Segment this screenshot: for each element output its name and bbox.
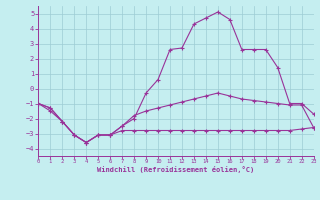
X-axis label: Windchill (Refroidissement éolien,°C): Windchill (Refroidissement éolien,°C) [97, 166, 255, 173]
